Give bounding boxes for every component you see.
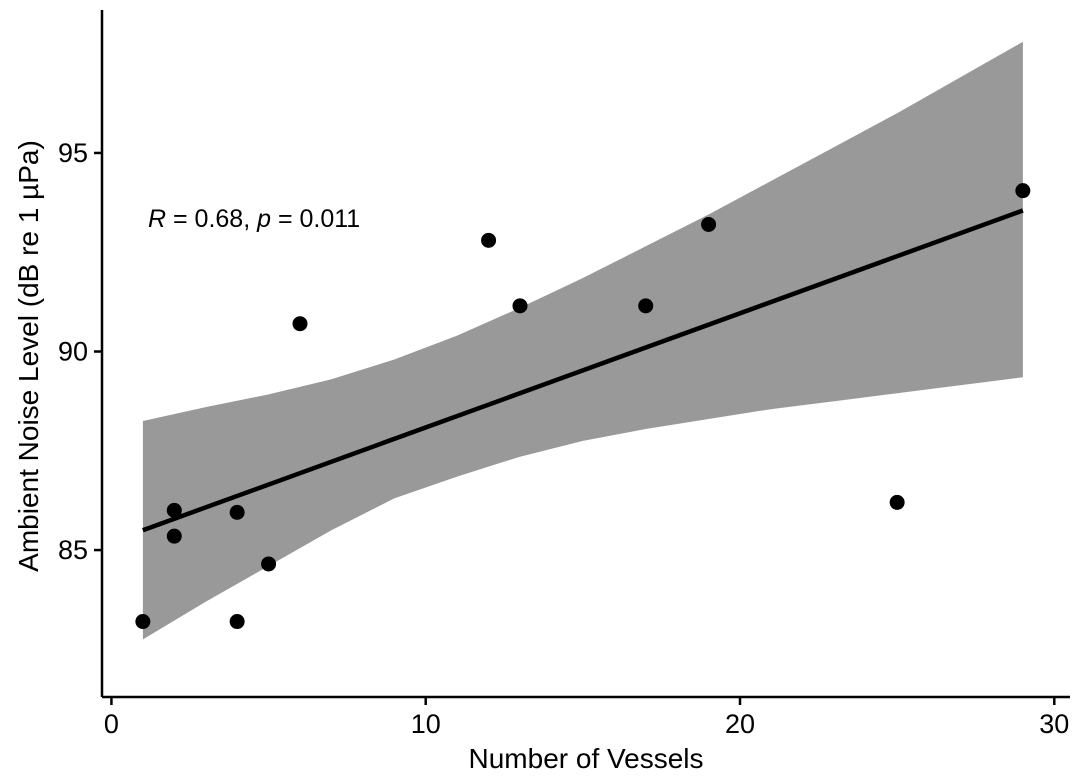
data-point [292, 316, 308, 332]
data-point [512, 298, 528, 314]
data-point [229, 614, 245, 630]
data-point [261, 556, 277, 572]
p-value: = 0.011 [271, 205, 360, 233]
data-point [701, 216, 717, 232]
r-value: = 0.68, [166, 205, 257, 233]
y-ticks: 85 90 95 [58, 138, 102, 565]
data-point [481, 232, 497, 248]
data-point [638, 298, 654, 314]
p-label: p [256, 205, 271, 233]
x-tick-label: 30 [1039, 709, 1069, 739]
x-tick-label: 10 [411, 709, 441, 739]
correlation-annotation: R = 0.68, p = 0.011 [148, 205, 360, 233]
plot-area [135, 41, 1031, 640]
data-point [1015, 183, 1031, 199]
data-points [135, 183, 1031, 630]
y-axis: 85 90 95 [58, 10, 104, 697]
data-point [889, 494, 905, 510]
confidence-band [142, 41, 1023, 640]
data-point [166, 502, 182, 518]
y-tick-label: 90 [58, 337, 88, 367]
y-tick-label: 95 [58, 138, 88, 168]
data-point [229, 504, 245, 520]
regression-line [142, 208, 1024, 533]
x-tick-label: 0 [104, 709, 119, 739]
x-tick-label: 20 [725, 709, 755, 739]
data-point [135, 614, 151, 630]
x-axis-title: Number of Vessels [469, 743, 704, 774]
r-label: R [148, 205, 166, 233]
x-axis: 0 10 20 30 [102, 695, 1070, 739]
y-tick-label: 85 [58, 535, 88, 565]
x-ticks: 0 10 20 30 [104, 697, 1069, 739]
y-axis-title: Ambient Noise Level (dB re 1 µPa) [13, 140, 44, 572]
data-point [166, 528, 182, 544]
